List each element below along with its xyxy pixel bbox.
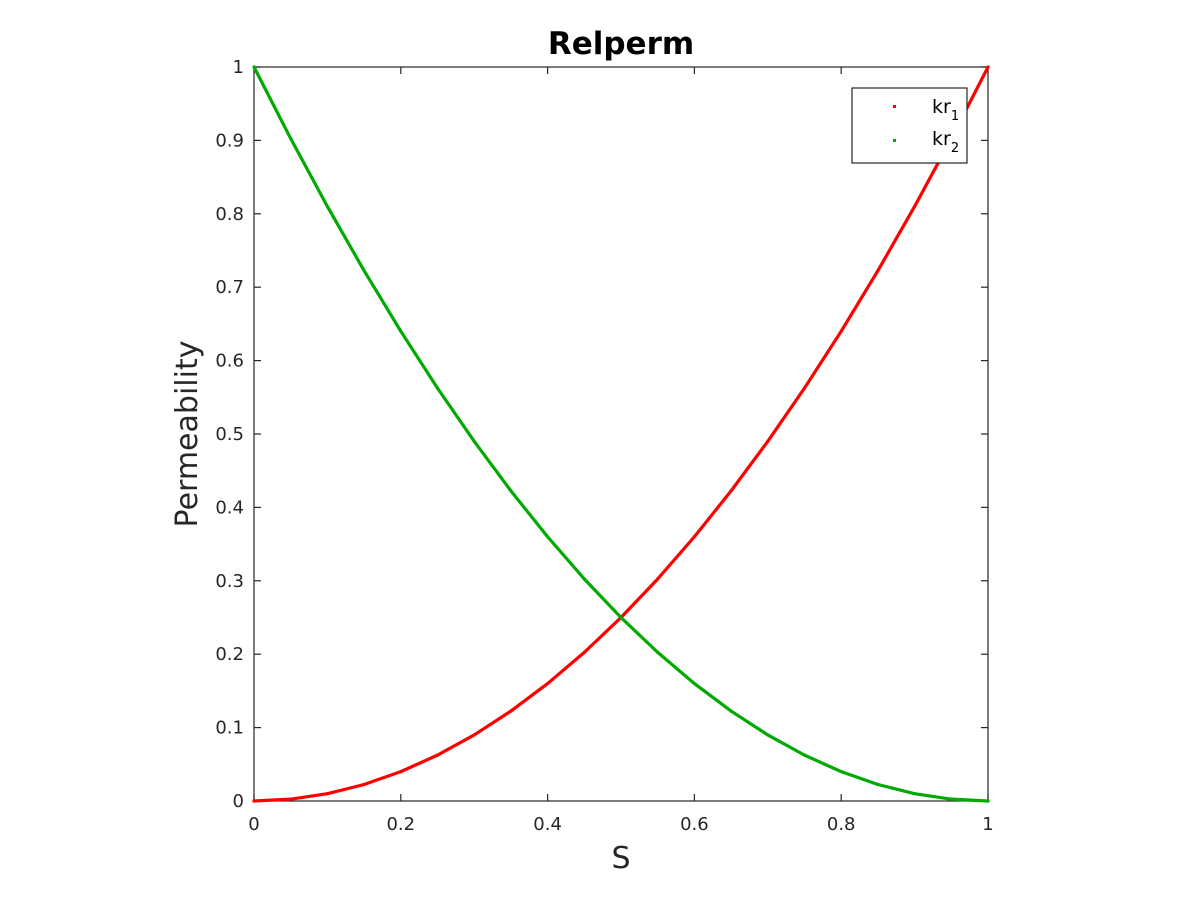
x-tick-label: 0.4 bbox=[533, 814, 562, 835]
data-point-kr1 bbox=[729, 489, 733, 493]
data-point-kr2 bbox=[692, 681, 697, 686]
y-tick-label: 0.4 bbox=[215, 497, 244, 518]
data-point-kr2 bbox=[656, 650, 660, 654]
y-tick-label: 0.3 bbox=[215, 571, 244, 592]
data-point-kr2 bbox=[839, 770, 843, 774]
data-point-kr1 bbox=[839, 329, 843, 333]
data-point-kr1 bbox=[802, 386, 807, 390]
data-point-kr1 bbox=[252, 799, 256, 803]
data-point-kr2 bbox=[986, 799, 990, 803]
data-point-kr2 bbox=[876, 782, 880, 787]
data-point-kr1 bbox=[986, 65, 990, 69]
y-tick-label: 1 bbox=[233, 57, 244, 78]
data-point-kr2 bbox=[289, 136, 293, 141]
data-point-kr1 bbox=[399, 770, 403, 774]
data-point-kr2 bbox=[729, 709, 733, 713]
data-point-kr1 bbox=[582, 650, 586, 654]
legend: kr1 kr2 bbox=[851, 87, 968, 164]
x-tick-label: 0 bbox=[248, 814, 259, 835]
x-tick-label: 0.2 bbox=[386, 814, 415, 835]
y-tick-label: 0.7 bbox=[215, 277, 244, 298]
y-axis-label: Permeability bbox=[170, 341, 205, 528]
chart-title: Relperm bbox=[548, 26, 694, 62]
series-layer bbox=[252, 65, 990, 803]
x-axis-label: S bbox=[611, 841, 630, 876]
y-tick-label: 0.9 bbox=[215, 130, 244, 151]
x-tick-label: 0.8 bbox=[827, 814, 856, 835]
data-point-kr1 bbox=[289, 797, 293, 801]
legend-box bbox=[851, 87, 968, 164]
data-point-kr1 bbox=[362, 782, 366, 787]
data-point-kr2 bbox=[913, 792, 917, 796]
y-tick-label: 0 bbox=[233, 791, 244, 812]
y-tick-label: 0.2 bbox=[215, 644, 244, 665]
y-tick-label: 0.5 bbox=[215, 424, 244, 445]
data-point-kr2 bbox=[362, 269, 366, 273]
legend-name-kr2: kr bbox=[932, 128, 951, 150]
data-point-kr2 bbox=[582, 577, 586, 581]
data-point-kr1 bbox=[325, 792, 329, 796]
data-point-kr1 bbox=[876, 269, 880, 273]
data-point-kr2 bbox=[546, 535, 550, 539]
data-point-kr1 bbox=[546, 681, 550, 686]
data-point-kr2 bbox=[766, 733, 770, 737]
data-point-kr1 bbox=[509, 709, 513, 713]
data-point-kr2 bbox=[252, 65, 256, 69]
legend-label-kr2: kr2 bbox=[932, 128, 959, 156]
data-point-kr2 bbox=[509, 489, 513, 493]
x-tick-label: 1 bbox=[982, 814, 993, 835]
y-tick-label: 0.8 bbox=[215, 204, 244, 225]
y-tick-label: 0.1 bbox=[215, 718, 244, 739]
data-point-kr1 bbox=[692, 535, 697, 539]
data-point-kr1 bbox=[472, 733, 476, 737]
legend-name-kr1: kr bbox=[932, 96, 951, 118]
plot-area bbox=[253, 66, 989, 802]
data-point-kr1 bbox=[656, 577, 660, 581]
data-point-kr1 bbox=[913, 204, 917, 209]
data-point-kr2 bbox=[802, 753, 807, 757]
legend-subscript-kr2: 2 bbox=[951, 141, 959, 156]
y-tick-label: 0.6 bbox=[215, 351, 244, 372]
legend-marker-kr2 bbox=[893, 139, 896, 142]
data-point-kr2 bbox=[619, 615, 623, 620]
legend-marker-kr1 bbox=[893, 105, 896, 108]
data-point-kr2 bbox=[435, 386, 440, 390]
legend-label-kr1: kr1 bbox=[932, 96, 959, 124]
data-point-kr2 bbox=[472, 439, 476, 443]
legend-subscript-kr1: 1 bbox=[951, 109, 959, 124]
data-point-kr2 bbox=[325, 204, 329, 209]
data-point-kr1 bbox=[435, 753, 440, 757]
data-point-kr1 bbox=[766, 439, 770, 443]
data-point-kr2 bbox=[949, 797, 953, 801]
data-point-kr2 bbox=[399, 329, 403, 333]
x-tick-label: 0.6 bbox=[680, 814, 709, 835]
